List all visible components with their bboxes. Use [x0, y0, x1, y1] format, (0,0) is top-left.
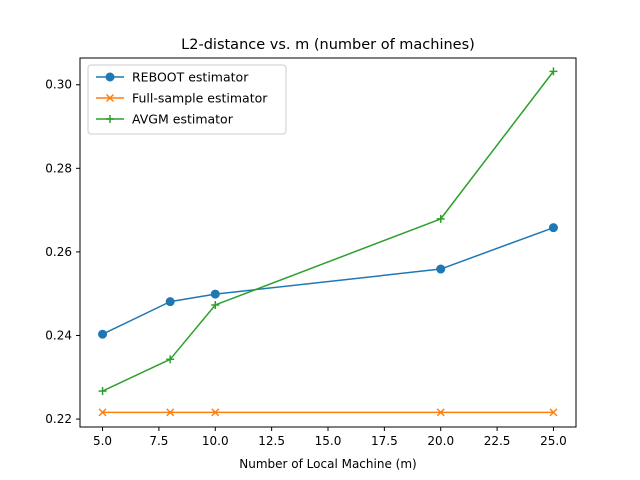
- data-point-stroke: [105, 93, 115, 103]
- data-point-stroke: [166, 408, 175, 417]
- data-point: [211, 408, 220, 417]
- data-point: [436, 264, 446, 274]
- x-tick-label: 22.5: [484, 434, 511, 448]
- chart-title: L2-distance vs. m (number of machines): [181, 37, 475, 53]
- data-point-stroke: [436, 408, 445, 417]
- x-tick-label: 25.0: [540, 434, 567, 448]
- data-point: [548, 223, 558, 233]
- plot-frame: [79, 57, 577, 428]
- legend-label: AVGM estimator: [132, 112, 234, 127]
- data-point: [166, 355, 175, 364]
- data-point: [549, 408, 558, 417]
- legend-box: [87, 64, 287, 135]
- data-point: [105, 72, 115, 82]
- x-tick-label: 17.5: [371, 434, 398, 448]
- data-point: [165, 297, 175, 307]
- legend-item: Full-sample estimator: [96, 91, 268, 106]
- legend-item: REBOOT estimator: [96, 70, 249, 85]
- series-circle: [98, 223, 558, 339]
- y-tick-label: 0.28: [45, 161, 72, 175]
- data-point: [98, 387, 107, 396]
- legend-label: REBOOT estimator: [132, 70, 249, 85]
- y-tick-label: 0.24: [45, 328, 72, 342]
- data-point: [106, 115, 114, 123]
- x-tick-label: 7.5: [149, 434, 168, 448]
- y-tick-label: 0.26: [45, 245, 72, 259]
- x-tick-label: 20.0: [427, 434, 454, 448]
- y-axis-ticks: 0.22 0.24 0.26 0.28 0.30: [45, 78, 80, 426]
- data-point-stroke: [98, 408, 107, 417]
- series-layer: [98, 67, 558, 417]
- data-point-stroke: [211, 408, 220, 417]
- data-point: [211, 300, 220, 309]
- legend-label: Full-sample estimator: [132, 91, 268, 106]
- series-x: [98, 408, 558, 417]
- x-axis-ticks: 5.0 7.5 10.0 12.5 15.0 17.5 20.0 22.5 25.0: [93, 427, 567, 448]
- data-point: [105, 93, 115, 103]
- y-tick-label: 0.22: [45, 412, 72, 426]
- series-plus: [98, 67, 558, 396]
- data-point: [98, 408, 107, 417]
- x-tick-label: 15.0: [315, 434, 342, 448]
- x-tick-label: 10.0: [202, 434, 229, 448]
- data-point: [210, 289, 220, 299]
- data-point: [549, 67, 558, 76]
- data-point: [98, 329, 108, 339]
- x-axis-label: Number of Local Machine (m): [239, 457, 416, 471]
- data-point-stroke: [549, 408, 558, 417]
- legend-item: AVGM estimator: [96, 112, 234, 127]
- y-tick-label: 0.30: [45, 78, 72, 92]
- data-point: [436, 408, 445, 417]
- legend: REBOOT estimator Full-sample estimator AVG…: [87, 64, 287, 135]
- data-point: [166, 408, 175, 417]
- x-tick-label: 12.5: [258, 434, 285, 448]
- data-point: [436, 214, 445, 223]
- x-tick-label: 5.0: [93, 434, 112, 448]
